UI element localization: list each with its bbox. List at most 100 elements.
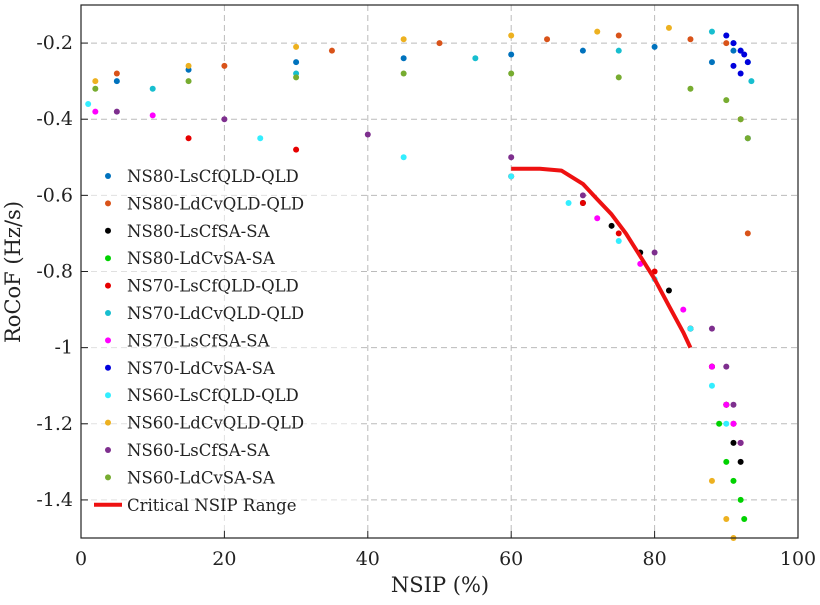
legend-label: NS80-LdCvQLD-QLD (127, 194, 304, 213)
data-point (741, 51, 748, 58)
legend-marker (105, 447, 111, 453)
legend-marker (105, 227, 111, 234)
data-point (400, 36, 407, 43)
data-point (687, 85, 694, 92)
legend-label: NS80-LdCvSA-SA (127, 249, 276, 268)
data-point (92, 78, 99, 85)
legend-label: NS70-LsCfQLD-QLD (127, 277, 299, 296)
y-tick-label: -1.4 (36, 489, 73, 511)
data-point (615, 230, 622, 237)
data-point (579, 192, 586, 199)
data-point (149, 112, 156, 119)
data-point (293, 43, 300, 50)
data-point (400, 154, 407, 161)
data-point (508, 32, 515, 39)
data-point (608, 222, 615, 229)
legend-label: NS70-LsCfSA-SA (127, 331, 271, 350)
legend-box (90, 162, 358, 530)
y-tick-label: -0.4 (36, 108, 73, 130)
data-point (687, 325, 694, 332)
data-point (472, 55, 479, 62)
data-point (615, 47, 622, 54)
data-point (565, 199, 572, 206)
data-point (730, 439, 737, 446)
data-point (508, 154, 515, 161)
data-point (85, 100, 92, 107)
data-point (615, 74, 622, 81)
data-point (293, 146, 300, 153)
data-point (723, 515, 730, 522)
data-point (185, 135, 192, 142)
data-point (400, 70, 407, 77)
legend-marker (105, 255, 111, 262)
legend-label: Critical NSIP Range (127, 496, 297, 515)
data-point (508, 70, 515, 77)
data-point (651, 249, 658, 256)
y-tick-label: -1.2 (36, 413, 73, 435)
data-point (364, 131, 371, 138)
data-point (730, 62, 737, 69)
data-point (615, 238, 622, 245)
data-point (400, 55, 407, 62)
legend-marker (105, 474, 111, 481)
data-point (651, 43, 658, 50)
x-tick-label: 100 (780, 548, 816, 570)
data-point (737, 496, 744, 503)
data-point (708, 477, 715, 484)
data-point (708, 325, 715, 332)
legend-label: NS70-LdCvQLD-QLD (127, 304, 304, 323)
data-point (508, 51, 515, 58)
data-point (708, 59, 715, 66)
data-point (293, 74, 300, 81)
y-axis-title: RoCoF (Hz/s) (1, 201, 25, 343)
legend-marker (105, 173, 111, 179)
data-point (579, 47, 586, 54)
data-point (730, 420, 737, 427)
data-point (508, 173, 515, 180)
y-tick-label: -0.2 (36, 32, 73, 54)
data-point (221, 116, 228, 123)
y-tick-label: -1 (54, 337, 73, 359)
legend-label: NS70-LdCvSA-SA (127, 359, 276, 378)
data-point (737, 47, 744, 54)
data-point (723, 363, 730, 370)
x-tick-label: 60 (499, 548, 523, 570)
data-point (293, 59, 300, 66)
data-point (149, 85, 156, 92)
y-tick-label: -0.8 (36, 261, 73, 283)
data-point (579, 199, 586, 206)
legend-marker (105, 282, 111, 289)
x-tick-label: 0 (75, 548, 87, 570)
scatter-points (85, 24, 755, 541)
legend-marker (105, 364, 111, 371)
data-point (708, 28, 715, 35)
data-point (615, 32, 622, 39)
data-point (680, 306, 687, 313)
x-tick-label: 80 (643, 548, 667, 570)
data-point (730, 47, 737, 54)
data-point (716, 420, 723, 427)
x-tick-label: 20 (212, 548, 236, 570)
data-point (723, 32, 730, 39)
data-point (113, 108, 120, 115)
data-point (594, 215, 601, 222)
legend-label: NS60-LdCvSA-SA (127, 468, 276, 487)
data-point (594, 28, 601, 35)
data-point (185, 78, 192, 85)
legend-marker (105, 200, 111, 207)
data-point (723, 420, 730, 427)
data-point (737, 458, 744, 465)
data-point (730, 477, 737, 484)
data-point (730, 40, 737, 47)
data-point (92, 108, 99, 115)
x-axis-title: NSIP (%) (391, 573, 489, 597)
legend-label: NS80-LsCfQLD-QLD (127, 167, 299, 186)
data-point (737, 439, 744, 446)
x-tick-label: 40 (356, 548, 380, 570)
legend-marker (105, 419, 111, 426)
data-point (723, 458, 730, 465)
data-point (544, 36, 551, 43)
data-point (744, 230, 751, 237)
data-point (221, 62, 228, 69)
